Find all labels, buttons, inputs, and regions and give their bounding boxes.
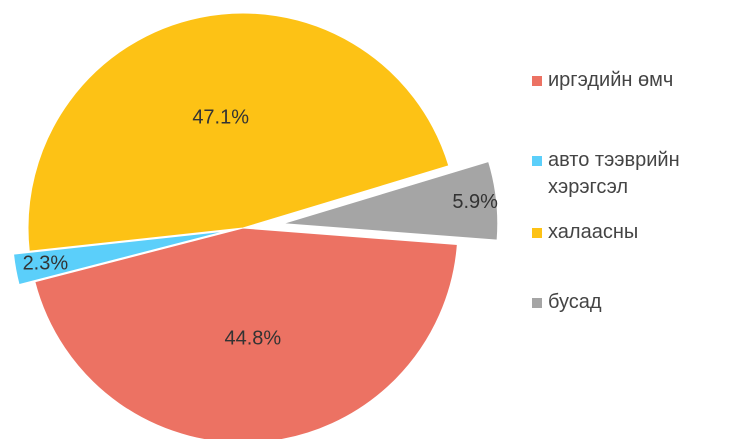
pie-slice <box>282 160 499 241</box>
slice-label: 5.9% <box>452 191 498 213</box>
legend-item: иргэдийн өмч <box>532 67 727 94</box>
legend-swatch <box>532 228 542 238</box>
legend-swatch <box>532 298 542 308</box>
legend-swatch <box>532 156 542 166</box>
legend-item: халаасны <box>532 219 727 246</box>
legend-item: бусад <box>532 289 727 316</box>
legend-label: авто тээврийн хэрэгсэл <box>548 149 680 198</box>
slice-label: 47.1% <box>192 107 249 129</box>
legend-label: бусад <box>548 291 602 313</box>
pie-slice <box>12 230 228 286</box>
legend-label: халаасны <box>548 221 639 243</box>
legend-swatch <box>532 76 542 86</box>
legend-item: авто тээврийн хэрэгсэл <box>532 147 727 201</box>
slice-label: 44.8% <box>224 328 281 350</box>
legend-label: иргэдийн өмч <box>548 69 674 91</box>
pie-slice <box>27 12 450 252</box>
pie-slice <box>34 227 458 439</box>
slice-label: 2.3% <box>23 252 69 274</box>
